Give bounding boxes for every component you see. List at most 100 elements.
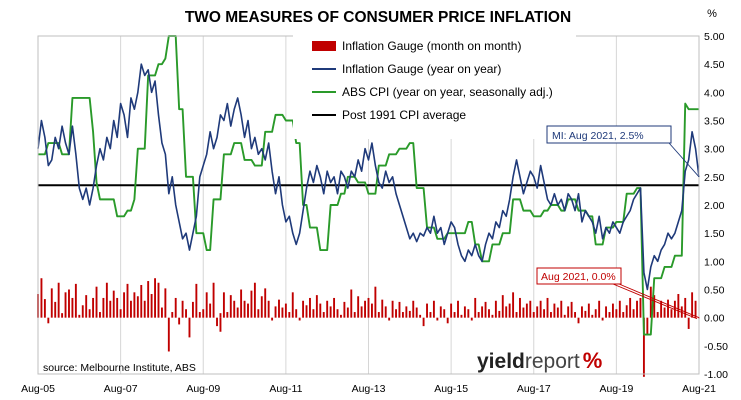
x-tick-label: Aug-15 [434,383,468,395]
series-lines [37,35,700,336]
x-tick-label: Aug-11 [269,383,302,395]
mom-bar [398,301,401,318]
y-tick-label: 3.00 [704,144,725,156]
mom-bar [426,303,428,318]
annotation-text: MI: Aug 2021, 2.5% [552,130,644,142]
mom-bar [360,306,363,318]
mom-bar [181,300,184,318]
y-tick-label: 2.50 [704,172,725,184]
mom-bar [50,288,53,318]
mom-bar [88,309,91,318]
mom-bar [222,292,225,318]
mom-bar [219,313,222,318]
mom-bar [371,303,373,318]
mom-bar [150,294,153,318]
svg-text:yieldreport%: yieldreport% [477,348,602,373]
mom-bar [432,300,435,318]
mom-bar [257,309,260,318]
mom-bar [264,288,267,318]
mom-bar [563,314,566,318]
annotation-pointer [618,283,700,319]
mom-bar [543,309,546,318]
x-tick-label: Aug-05 [21,383,55,395]
mom-bar [312,309,315,318]
mom-bar [443,309,446,318]
mom-bar [209,303,212,318]
mom-bar [591,314,594,318]
mom-bar [147,281,150,318]
mom-bar [250,290,253,318]
mom-bar [278,299,280,318]
y-tick-label: 4.50 [704,59,725,71]
mom-bar [395,309,397,318]
mom-bar [488,309,490,318]
mom-bar [322,312,325,318]
annotation-box [536,267,622,285]
mom-bar [71,297,74,318]
y-tick-label: 0.00 [704,313,725,325]
annotations: MI: Aug 2021, 2.5% Aug 2021, 0.0% [536,125,700,320]
mom-bar [642,317,645,377]
mom-bar [622,312,625,318]
annotation-pointer [612,283,698,320]
mom-bar [525,303,528,318]
x-tick-label: Aug-07 [104,383,138,395]
y-tick-label: 4.00 [704,87,725,99]
y-tick-label: 0.50 [704,285,725,297]
mom-bar [112,290,115,318]
mom-bar [474,297,477,318]
mom-bar [477,312,480,318]
mom-bar [260,296,263,318]
mom-bar [85,295,88,318]
mom-bar [450,303,453,318]
mom-bar [81,305,84,318]
mom-bar [581,306,583,318]
mom-bar [670,309,673,318]
mom-bar [556,307,559,318]
mom-bar [515,312,518,318]
legend-swatch-mom [312,41,336,51]
mom-bar [529,300,532,318]
mom-bar [484,301,487,318]
mom-bar [653,295,656,318]
mom-bar [508,303,511,318]
mom-bar [154,278,156,318]
mom-bar [587,303,590,318]
mom-bar [625,305,628,318]
legend-label-yoy: Inflation Gauge (year on year) [342,62,501,76]
mom-bar [343,301,346,318]
mom-bar [505,306,508,318]
mom-bar [457,300,459,318]
mom-bar [123,292,126,318]
mom-bar [219,317,222,332]
mom-bar [167,317,170,352]
mom-bar [353,312,356,318]
mom-bar [687,317,690,329]
x-tick-label: Aug-09 [186,383,220,395]
mom-bar [660,300,663,318]
mom-bar [364,300,366,318]
mom-bar [119,309,122,318]
mom-bar [512,292,515,318]
mom-bar [212,282,215,318]
mom-bar [302,300,305,318]
mom-bar [577,317,580,324]
mom-bar [216,317,218,327]
mom-bars [37,278,700,377]
mom-bar [336,309,339,318]
y-tick-label: -0.50 [704,341,728,353]
mom-bar [68,289,70,318]
mom-bar [646,317,649,335]
mom-bar [333,297,336,318]
mom-bar [605,306,607,318]
legend-label-abs: ABS CPI (year on year, seasonally adj.) [342,85,553,99]
x-tick-label: Aug-17 [517,383,551,395]
mom-bar [481,306,484,318]
mom-bar [412,300,415,318]
mom-bar [684,297,687,318]
mom-bar [494,300,497,318]
mom-bar [401,312,404,318]
mom-bar [677,294,680,318]
mom-bar [105,282,108,318]
